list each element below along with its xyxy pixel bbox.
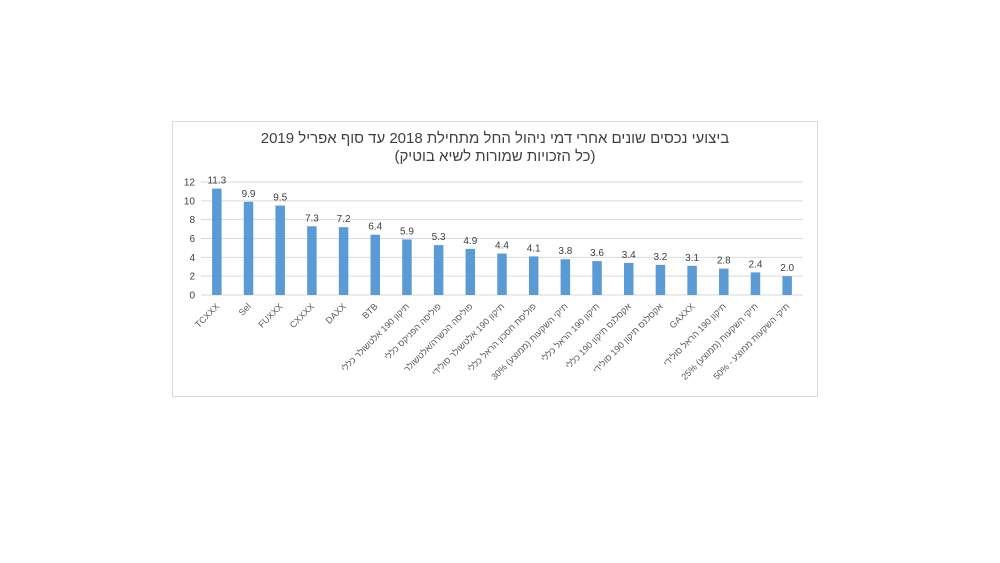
data-label: 9.5 [273,193,287,204]
data-label: 7.2 [337,214,351,225]
y-tick-label: 4 [189,253,195,264]
x-category-label: TCXXX [193,301,221,329]
bar [623,262,634,295]
data-label: 7.3 [305,213,319,224]
y-tick-label: 6 [189,234,195,245]
data-label: 4.1 [527,243,541,254]
y-tick-label: 2 [189,272,195,283]
x-category-label: GAXXX [668,301,697,330]
bar [750,272,761,295]
chart-title-block: ביצועי נכסים שונים אחרי דמי ניהול החל מת… [173,130,817,166]
x-category-label: DAXX [324,301,348,325]
data-label: 9.9 [242,189,256,200]
y-tick-label: 0 [189,291,195,302]
bar [655,264,666,295]
data-label: 2.4 [749,259,763,270]
data-label: 5.9 [400,226,414,237]
y-tick-label: 8 [189,215,195,226]
x-category-label: FUXXX [256,301,284,329]
y-tick-label: 12 [184,178,196,189]
bar [402,239,412,295]
bar [528,256,539,295]
x-category-label: Sel [237,301,253,317]
bar [307,226,317,295]
data-label: 11.3 [207,176,226,187]
x-category-label: CXXXX [288,301,317,330]
data-label: 4.9 [463,236,477,247]
data-label: 4.4 [495,241,509,252]
bar [338,227,349,295]
bar [243,201,254,295]
bar [465,248,476,295]
data-label: 2.0 [780,263,794,274]
chart-frame: ביצועי נכסים שונים אחרי דמי ניהול החל מת… [172,121,818,397]
bar [782,276,792,295]
bar [560,259,571,295]
bar-chart-plot: 0 2 4 6 8 10 12 11.3 TCXXX 9.9 Sel 9.5 FUXXX 7.3 CXXXX… [184,176,803,382]
data-label: 3.4 [622,250,636,261]
chart-subtitle: (כל הזכויות שמורות לשיא בוטיק) [394,148,596,165]
bar [433,245,444,295]
data-label: 6.4 [368,222,382,233]
bar [719,268,729,295]
data-label: 5.3 [432,232,446,243]
x-category-label: פוליסה הפניקס כללי [382,301,443,362]
y-tick-label: 10 [184,196,196,207]
x-category-label: תיקון 190 הראל כללי [539,301,601,363]
chart-title: ביצועי נכסים שונים אחרי דמי ניהול החל מת… [260,130,730,147]
bar [592,261,602,295]
bar [370,234,381,295]
bar [275,205,285,295]
data-label: 3.8 [558,246,572,257]
bar [497,253,507,295]
data-label: 3.2 [653,252,667,263]
data-label: 3.6 [590,248,604,259]
x-category-label: BTB [360,301,379,320]
data-label: 3.1 [685,253,699,264]
data-label: 2.8 [717,256,731,267]
bar [687,265,697,295]
bar [212,188,222,295]
